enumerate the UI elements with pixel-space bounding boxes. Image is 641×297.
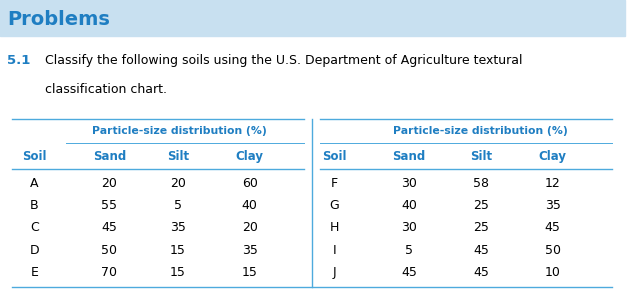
Text: 35: 35 [242,244,258,257]
Text: A: A [30,177,38,190]
Text: Problems: Problems [8,10,110,29]
Text: 30: 30 [401,177,417,190]
Text: 40: 40 [242,199,258,212]
Text: 55: 55 [101,199,117,212]
Bar [0,0,624,36]
Text: 30: 30 [401,221,417,234]
Text: 10: 10 [545,266,561,279]
Text: 20: 20 [242,221,258,234]
Text: 70: 70 [101,266,117,279]
Text: J: J [332,266,336,279]
Text: 15: 15 [170,266,186,279]
Text: G: G [329,199,339,212]
Text: Silt: Silt [470,150,492,163]
Text: 45: 45 [473,244,489,257]
Text: Sand: Sand [392,150,426,163]
Text: I: I [332,244,336,257]
Text: 50: 50 [545,244,561,257]
Text: Particle-size distribution (%): Particle-size distribution (%) [92,126,267,136]
Text: 45: 45 [401,266,417,279]
Text: 35: 35 [545,199,561,212]
Text: 15: 15 [242,266,258,279]
Text: 5: 5 [405,244,413,257]
Text: 40: 40 [401,199,417,212]
Text: 45: 45 [473,266,489,279]
Text: 20: 20 [101,177,117,190]
Text: Soil: Soil [22,150,47,163]
Text: B: B [30,199,38,212]
Text: Clay: Clay [538,150,567,163]
Text: Sand: Sand [93,150,126,163]
Text: E: E [30,266,38,279]
Text: 12: 12 [545,177,561,190]
Text: classification chart.: classification chart. [45,83,167,96]
Text: 45: 45 [545,221,561,234]
Text: D: D [29,244,39,257]
Text: Silt: Silt [167,150,189,163]
Text: 20: 20 [170,177,186,190]
Text: Classify the following soils using the U.S. Department of Agriculture textural: Classify the following soils using the U… [45,54,522,67]
Text: 25: 25 [473,221,489,234]
Text: 25: 25 [473,199,489,212]
Text: 50: 50 [101,244,117,257]
Text: H: H [329,221,339,234]
Text: 58: 58 [473,177,489,190]
Text: 5.1: 5.1 [8,54,31,67]
Text: Clay: Clay [236,150,264,163]
Text: Soil: Soil [322,150,346,163]
Text: F: F [331,177,338,190]
Text: 45: 45 [101,221,117,234]
Text: C: C [30,221,38,234]
Text: 5: 5 [174,199,182,212]
Text: 60: 60 [242,177,258,190]
Text: 15: 15 [170,244,186,257]
Text: 35: 35 [170,221,186,234]
Text: Particle-size distribution (%): Particle-size distribution (%) [394,126,568,136]
